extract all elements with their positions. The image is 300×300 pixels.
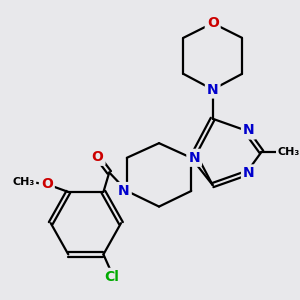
Text: N: N [243, 124, 255, 137]
Text: N: N [207, 82, 218, 97]
Text: CH₃: CH₃ [12, 177, 34, 187]
Text: Cl: Cl [104, 270, 119, 284]
Text: N: N [188, 151, 200, 165]
Text: O: O [41, 177, 53, 191]
Text: N: N [243, 167, 255, 180]
Text: O: O [92, 150, 104, 164]
Text: CH₃: CH₃ [278, 147, 300, 157]
Text: N: N [118, 184, 130, 198]
Text: O: O [207, 16, 219, 30]
